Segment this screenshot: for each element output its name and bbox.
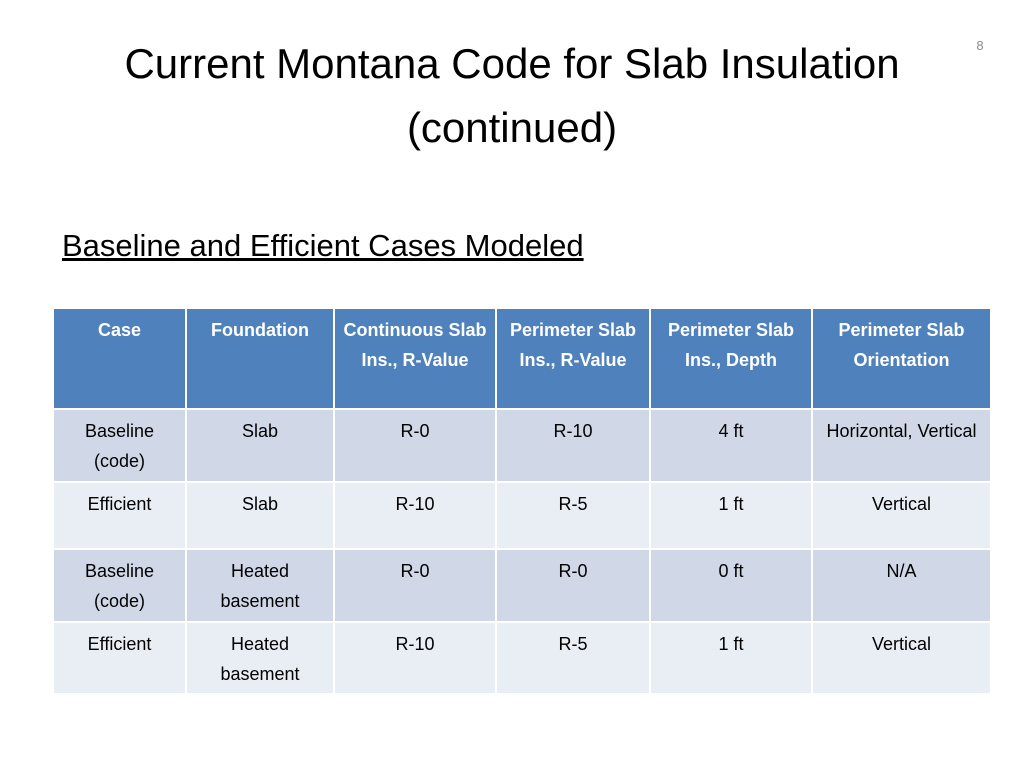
table-row: Baseline (code) Heated basement R-0 R-0 0 ft… bbox=[52, 548, 992, 623]
table-cell: 1 ft bbox=[649, 621, 813, 695]
table-cell: Efficient bbox=[52, 481, 187, 550]
header-cell: Continuous Slab Ins., R-Value bbox=[333, 307, 497, 410]
table-cell: R-0 bbox=[333, 408, 497, 483]
header-cell: Perimeter Slab Ins., Depth bbox=[649, 307, 813, 410]
table-cell: 0 ft bbox=[649, 548, 813, 623]
table-cell: R-5 bbox=[495, 481, 651, 550]
table-cell: R-10 bbox=[333, 621, 497, 695]
table-cell: Heated basement bbox=[185, 548, 335, 623]
header-cell: Case bbox=[52, 307, 187, 410]
slide-title: Current Montana Code for Slab Insulation… bbox=[124, 40, 900, 151]
table-cell: Vertical bbox=[811, 621, 992, 695]
table-cell: Baseline (code) bbox=[52, 548, 187, 623]
table-cell: R-0 bbox=[333, 548, 497, 623]
table-cell: Slab bbox=[185, 481, 335, 550]
slide-number: 8 bbox=[976, 38, 984, 53]
table-row: Efficient Slab R-10 R-5 1 ft Vertical bbox=[52, 481, 992, 550]
table-cell: Efficient bbox=[52, 621, 187, 695]
table-row: Efficient Heated basement R-10 R-5 1 ft Verti… bbox=[52, 621, 992, 695]
table-row: Baseline (code) Slab R-0 R-10 4 ft Horizontal… bbox=[52, 408, 992, 483]
table-cell: Horizontal, Vertical bbox=[811, 408, 992, 483]
header-cell: Perimeter Slab Orientation bbox=[811, 307, 992, 410]
table-cell: Heated basement bbox=[185, 621, 335, 695]
table-cell: Baseline (code) bbox=[52, 408, 187, 483]
table-cell: R-10 bbox=[333, 481, 497, 550]
table-cell: 4 ft bbox=[649, 408, 813, 483]
header-cell: Foundation bbox=[185, 307, 335, 410]
table-cell: N/A bbox=[811, 548, 992, 623]
table-cell: R-0 bbox=[495, 548, 651, 623]
table-cell: Vertical bbox=[811, 481, 992, 550]
header-cell: Perimeter Slab Ins., R-Value bbox=[495, 307, 651, 410]
table: Case Foundation Continuous Slab Ins., R-Va… bbox=[52, 307, 992, 695]
subtitle: Baseline and Efficient Cases Modeled bbox=[62, 228, 584, 263]
table-cell: 1 ft bbox=[649, 481, 813, 550]
header-row: Case Foundation Continuous Slab Ins., R-Va… bbox=[52, 307, 992, 410]
table-cell: R-5 bbox=[495, 621, 651, 695]
table-cell: R-10 bbox=[495, 408, 651, 483]
table-cell: Slab bbox=[185, 408, 335, 483]
